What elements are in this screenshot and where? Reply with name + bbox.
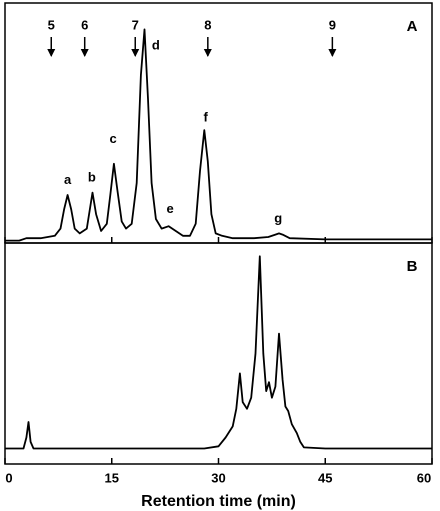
peak-label: g	[274, 210, 282, 225]
trace	[5, 255, 432, 450]
x-axis-title: Retention time (min)	[141, 493, 296, 510]
panel-frame	[4, 242, 433, 465]
marker-label: 9	[329, 17, 336, 32]
x-tick-label: 30	[211, 470, 225, 485]
x-tick-label: 60	[417, 470, 431, 485]
x-tick-label: 15	[105, 470, 119, 485]
x-tick-label: 0	[5, 470, 12, 485]
marker-arrowhead	[47, 49, 56, 57]
peak-label: f	[204, 110, 209, 125]
peak-label: e	[166, 201, 173, 216]
marker-arrowhead	[328, 49, 337, 57]
marker-label: 6	[81, 17, 88, 32]
peak-label: a	[64, 172, 72, 187]
panel-frame	[4, 2, 433, 244]
panel-label: B	[407, 258, 418, 275]
marker-arrowhead	[80, 49, 89, 57]
marker-label: 7	[132, 17, 139, 32]
peak-label: d	[152, 38, 160, 53]
peak-label: c	[110, 131, 117, 146]
marker-arrowhead	[131, 49, 140, 57]
marker-arrowhead	[203, 49, 212, 57]
marker-label: 5	[48, 17, 55, 32]
peak-label: b	[88, 170, 96, 185]
x-tick-label: 45	[318, 470, 332, 485]
panel-label: A	[407, 18, 418, 35]
marker-label: 8	[204, 17, 211, 32]
trace	[5, 28, 432, 242]
